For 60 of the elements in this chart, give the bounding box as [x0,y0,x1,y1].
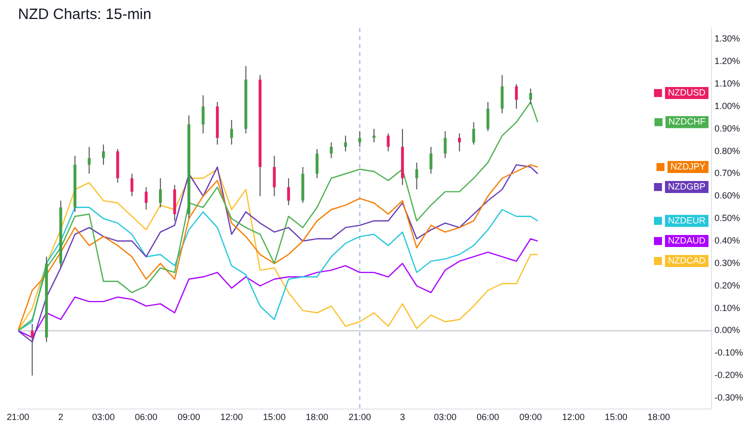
x-tick-label: 3 [400,412,405,422]
x-tick-label: 03:00 [434,412,456,422]
candlestick [88,146,91,174]
candlestick [430,146,432,174]
legend-label: NZDCAD [668,256,706,266]
x-tick-label: 09:00 [519,412,542,422]
candlestick [287,178,290,206]
y-tick-label: -0.30% [714,392,744,402]
y-tick-label: 0.60% [714,190,740,201]
candlestick [372,128,376,143]
x-tick-label: 12:00 [220,412,243,422]
legend-label: NZDCHF [668,116,706,127]
x-tick-label: 21:00 [6,412,30,422]
x-tick-label: 2 [58,412,64,422]
y-tick-label: -0.20% [714,370,744,380]
x-tick-label: 06:00 [476,412,500,422]
y-tick-label: 0.90% [714,123,740,134]
candlestick [102,144,105,166]
candlestick [529,88,532,105]
candlestick [130,173,134,197]
legend-label: NZDEUR [668,215,706,226]
x-tick-label: 15:00 [263,412,286,422]
y-tick-label: 0.50% [714,213,740,224]
y-tick-label: 1.30% [714,34,740,44]
candlestick [486,102,490,132]
candlestick [30,323,34,376]
x-tick-label: 12:00 [562,412,585,422]
candlestick [458,132,461,152]
candlestick [344,135,347,152]
candlestick [316,148,318,179]
candlestick [514,84,518,110]
y-tick-label: 0.40% [714,236,740,246]
y-tick-label: 0.80% [714,146,740,156]
candlestick [144,186,148,210]
y-tick-label: 0.00% [714,325,740,336]
legend-label: NZDUSD [668,88,706,98]
y-tick-label: 1.00% [714,100,740,111]
x-tick-label: 09:00 [178,412,200,422]
candlestick [202,94,205,134]
x-tick-label: 18:00 [306,412,328,422]
y-tick-label: 0.20% [714,280,740,290]
candlestick [500,74,504,114]
x-tick-label: 15:00 [604,412,628,422]
legend-label: NZDAUD [668,236,706,246]
y-tick-label: 0.30% [714,258,740,268]
y-tick-label: 0.70% [714,168,740,178]
x-tick-label: 03:00 [92,412,115,422]
y-tick-label: -0.10% [714,348,744,358]
candlestick [158,178,162,208]
candlestick [386,132,390,152]
legend-label: NZDGBP [668,182,706,192]
y-tick-label: 1.10% [714,78,740,89]
y-tick-label: 1.20% [714,56,740,66]
y-tick-label: 0.10% [714,302,740,313]
candlestick [230,119,234,146]
x-tick-label: 18:00 [648,412,670,422]
chart-title: NZD Charts: 15-min [18,6,152,24]
x-tick-label: 06:00 [134,412,158,422]
legend-label: NZDJPY [670,162,706,172]
x-tick-label: 21:00 [348,412,372,422]
